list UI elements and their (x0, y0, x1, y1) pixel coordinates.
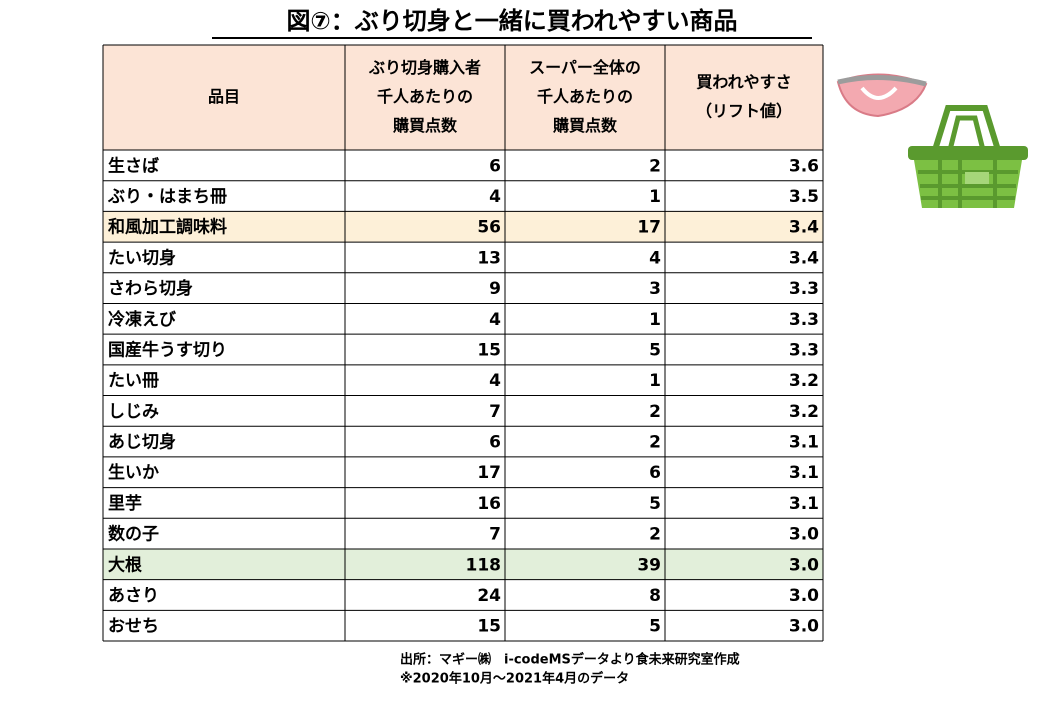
table: 品目ぶり切身購入者千人あたりの購買点数スーパー全体の千人あたりの購買点数買われや… (102, 44, 824, 642)
number-cell: 5 (649, 340, 661, 360)
item-cell: たい切身 (108, 247, 176, 268)
item-cell: さわら切身 (108, 278, 193, 299)
number-cell: 3.3 (789, 310, 819, 330)
row-highlight (103, 548, 823, 580)
number-cell: 3.0 (789, 617, 819, 637)
number-cell: 3.4 (789, 248, 819, 268)
number-cell: 3.0 (789, 525, 819, 545)
number-cell: 3.3 (789, 279, 819, 299)
number-cell: 4 (489, 310, 501, 330)
number-cell: 5 (649, 617, 661, 637)
item-cell: 冷凍えび (108, 309, 176, 330)
header-cell: 品目 (208, 87, 240, 106)
number-cell: 3.1 (789, 463, 819, 483)
item-cell: たい冊 (108, 371, 159, 391)
number-cell: 3.2 (789, 371, 819, 391)
number-cell: 2 (649, 433, 661, 453)
item-cell: 生いか (108, 462, 159, 483)
number-cell: 3.3 (789, 340, 819, 360)
header-background (103, 45, 823, 150)
number-cell: 6 (489, 156, 501, 176)
source-note: 出所：マギー㈱ i-codeMSデータより食未来研究室作成 (400, 652, 740, 668)
header-cell: 千人あたりの (377, 87, 473, 106)
header-cell: 購買点数 (392, 116, 458, 135)
header-cell: （リフト値） (696, 102, 792, 121)
item-cell: あじ切身 (108, 432, 176, 453)
item-cell: おせち (108, 617, 159, 637)
header-cell: 買われやすさ (696, 73, 791, 92)
number-cell: 7 (489, 525, 501, 545)
number-cell: 4 (489, 371, 501, 391)
title: 図⑦：ぶり切身と一緒に買われやすい商品 (286, 7, 737, 35)
number-cell: 3.5 (789, 187, 819, 207)
item-cell: あさり (108, 586, 159, 606)
number-cell: 5 (649, 494, 661, 514)
item-cell: 数の子 (108, 524, 159, 545)
number-cell: 3.0 (789, 586, 819, 606)
number-cell: 3.6 (789, 156, 819, 176)
number-cell: 2 (649, 525, 661, 545)
number-cell: 3 (649, 279, 661, 299)
number-cell: 2 (649, 402, 661, 422)
number-cell: 9 (489, 279, 501, 299)
header-cell: 購買点数 (552, 116, 618, 135)
item-cell: 国産牛うす切り (108, 339, 227, 360)
number-cell: 1 (649, 371, 661, 391)
number-cell: 15 (477, 340, 501, 360)
item-cell: しじみ (108, 402, 159, 422)
fish-icon (836, 73, 928, 118)
number-cell: 3.1 (789, 494, 819, 514)
row-highlight (103, 211, 823, 243)
number-cell: 16 (477, 494, 501, 514)
item-cell: ぶり・はまち冊 (107, 187, 227, 207)
number-cell: 4 (649, 248, 661, 268)
number-cell: 3.1 (789, 433, 819, 453)
basket-icon (908, 105, 1028, 208)
item-cell: 和風加工調味料 (108, 217, 227, 238)
item-cell: 里芋 (108, 493, 142, 514)
number-cell: 17 (637, 218, 661, 238)
header-cell: 千人あたりの (537, 87, 633, 106)
number-cell: 39 (637, 555, 661, 575)
number-cell: 17 (477, 463, 501, 483)
number-cell: 4 (489, 187, 501, 207)
number-cell: 56 (477, 218, 501, 238)
number-cell: 3.2 (789, 402, 819, 422)
number-cell: 13 (477, 248, 501, 268)
number-cell: 8 (649, 586, 661, 606)
number-cell: 3.0 (789, 555, 819, 575)
number-cell: 118 (466, 555, 502, 575)
number-cell: 7 (489, 402, 501, 422)
header-cell: ぶり切身購入者 (368, 58, 481, 77)
header-cell: スーパー全体の (529, 58, 641, 77)
number-cell: 1 (649, 187, 661, 207)
number-cell: 6 (489, 433, 501, 453)
number-cell: 15 (477, 617, 501, 637)
number-cell: 1 (649, 310, 661, 330)
number-cell: 3.4 (789, 218, 819, 238)
number-cell: 2 (649, 156, 661, 176)
number-cell: 6 (649, 463, 661, 483)
number-cell: 24 (477, 586, 501, 606)
item-cell: 大根 (108, 554, 142, 575)
item-cell: 生さば (108, 155, 159, 176)
period-note: ※2020年10月～2021年4月のデータ (400, 671, 629, 687)
